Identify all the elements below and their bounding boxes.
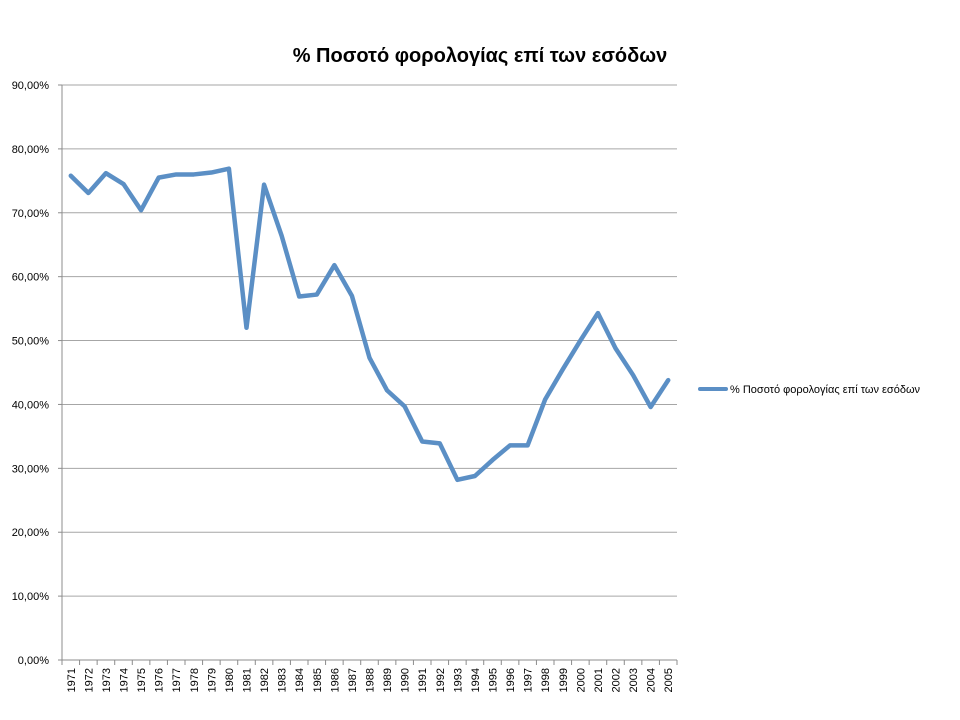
x-tick-label: 2004 xyxy=(646,668,658,692)
x-tick-label: 1999 xyxy=(558,668,570,692)
legend-label: % Ποσοτό φορολογίας επί των εσόδων xyxy=(730,384,921,396)
x-tick-label: 1997 xyxy=(523,668,535,692)
y-axis: 0,00% 10,00% 20,00% 30,00% 40,00% 50,00% 60,00… xyxy=(12,80,63,667)
y-tick-label: 80,00% xyxy=(12,144,50,156)
x-tick-label: 1982 xyxy=(259,668,271,692)
x-tick-label: 1979 xyxy=(206,668,218,692)
x-tick-label: 1998 xyxy=(540,668,552,692)
x-tick-label: 1994 xyxy=(470,668,482,692)
x-tick-label: 1976 xyxy=(154,668,166,692)
x-tick-label: 1984 xyxy=(294,668,306,692)
series-lines xyxy=(68,166,671,483)
x-tick-label: 2005 xyxy=(663,668,675,692)
y-tick-label: 20,00% xyxy=(12,527,50,539)
y-tick-label: 10,00% xyxy=(12,591,50,603)
grid-lines xyxy=(62,84,677,661)
x-tick-label: 1988 xyxy=(365,668,377,692)
x-tick-label: 1973 xyxy=(101,668,113,692)
x-tick-label: 1971 xyxy=(66,668,78,692)
x-tick-label: 2003 xyxy=(628,668,640,692)
y-tick-label: 40,00% xyxy=(12,399,50,411)
x-tick-label: 1995 xyxy=(488,668,500,692)
x-tick-label: 1980 xyxy=(224,668,236,692)
x-tick-label: 1985 xyxy=(312,668,324,692)
x-tick-label: 1981 xyxy=(242,668,254,692)
x-axis: 1971 1972 1973 1974 1975 1976 1977 1978 1979 1980… xyxy=(61,660,678,692)
x-tick-label: 1987 xyxy=(347,668,359,692)
y-tick-label: 60,00% xyxy=(12,272,50,284)
x-tick-label: 1986 xyxy=(329,668,341,692)
x-tick-label: 1978 xyxy=(189,668,201,692)
legend: % Ποσοτό φορολογίας επί των εσόδων xyxy=(698,384,921,396)
y-tick-label: 90,00% xyxy=(12,80,50,92)
x-tick-label: 2000 xyxy=(575,668,587,692)
y-tick-label: 0,00% xyxy=(18,655,49,667)
x-tick-label: 2002 xyxy=(611,668,623,692)
x-tick-label: 1990 xyxy=(400,668,412,692)
series-line xyxy=(68,166,671,483)
x-tick-label: 1992 xyxy=(435,668,447,692)
y-tick-label: 70,00% xyxy=(12,208,50,220)
x-tick-label: 1991 xyxy=(417,668,429,692)
y-tick-label: 30,00% xyxy=(12,463,50,475)
x-tick-label: 1972 xyxy=(83,668,95,692)
x-tick-label: 1983 xyxy=(277,668,289,692)
x-tick-label: 2001 xyxy=(593,668,605,692)
x-tick-label: 1975 xyxy=(136,668,148,692)
x-tick-label: 1974 xyxy=(119,668,131,692)
x-tick-label: 1996 xyxy=(505,668,517,692)
x-tick-label: 1977 xyxy=(171,668,183,692)
chart-title: % Ποσοτό φορολογίας επί των εσόδων xyxy=(293,45,668,67)
x-tick-label: 1993 xyxy=(452,668,464,692)
x-tick-label: 1989 xyxy=(382,668,394,692)
y-tick-label: 50,00% xyxy=(12,336,50,348)
